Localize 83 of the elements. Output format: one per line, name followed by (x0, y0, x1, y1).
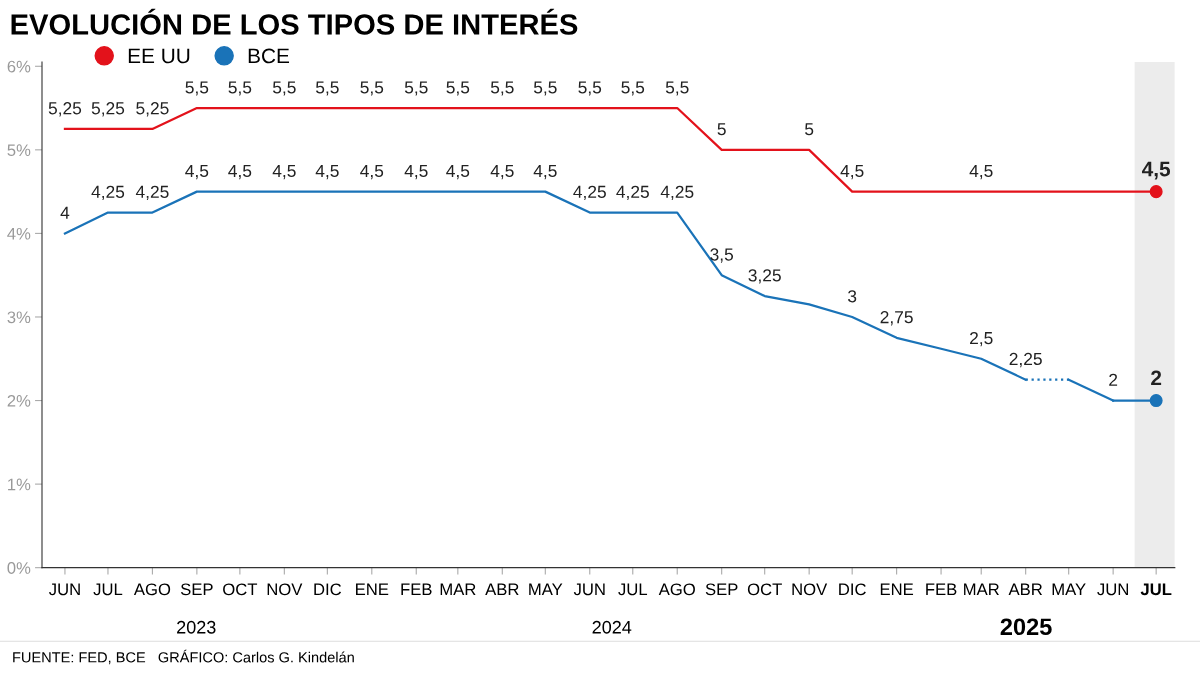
data-label: 5,25 (136, 102, 169, 117)
x-tick-label: FEB (926, 583, 957, 596)
x-tick-label: NOV (267, 583, 303, 596)
y-tick-label: 4% (7, 227, 31, 240)
data-label: 4,5 (185, 164, 209, 180)
text: 2024 (592, 620, 632, 634)
data-label: 3,25 (748, 269, 781, 284)
x-tick-label: MAR (964, 583, 999, 596)
x-tick-label: SEP (180, 583, 213, 596)
y-tick-label: 3% (7, 311, 31, 324)
data-label: 2 (1109, 373, 1118, 386)
data-label: 5,5 (185, 81, 209, 96)
data-label: 4,25 (91, 185, 125, 201)
data-label: 2,5 (970, 331, 993, 347)
x-tick-label: ENE (880, 583, 914, 596)
x-tick-label: AGO (133, 583, 171, 596)
data-label: 3 (848, 290, 857, 303)
data-label: 3,5 (710, 248, 734, 263)
x-tick-label: DIC (839, 583, 866, 596)
data-label: 4,5 (533, 164, 557, 180)
data-label: 4,25 (573, 185, 606, 201)
y-tick-label: 2% (7, 394, 31, 407)
legend-label: EE UU (128, 48, 190, 64)
x-tick-label: MAR (440, 583, 476, 596)
x-tick-label: MAY (1052, 583, 1086, 596)
data-label: 5,5 (665, 81, 689, 96)
data-label: 4,5 (969, 164, 993, 180)
data-label: 5 (717, 123, 726, 136)
data-label: 5,5 (228, 81, 252, 96)
data-label: 5,5 (578, 81, 602, 96)
data-label: 5,5 (404, 81, 428, 96)
x-tick-label: JUL (1140, 583, 1172, 596)
data-label: 5 (805, 123, 814, 136)
x-tick-label: JUL (93, 583, 123, 596)
source-note: FUENTE: FED, BCE GRÁFICO: Carlos G. Kindelán (13, 649, 354, 665)
x-tick-label: JUN (573, 583, 605, 596)
x-tick-label: SEP (705, 583, 738, 596)
x-tick-label: OCT (747, 583, 782, 596)
data-label: 4,5 (446, 164, 470, 180)
data-label: 4,25 (616, 185, 649, 201)
y-tick-label: 6% (7, 60, 31, 73)
data-label: 4,5 (272, 164, 296, 180)
x-tick-label: ABR (1008, 583, 1043, 596)
data-label: 5,5 (621, 81, 645, 96)
data-label: 2 (1151, 370, 1162, 386)
data-label: 4,25 (660, 185, 694, 201)
text: 2025 (1000, 618, 1052, 636)
data-label: 5,5 (533, 81, 557, 96)
data-label: 4,5 (360, 164, 384, 180)
data-label: 2,75 (880, 311, 913, 326)
x-tick-label: JUL (618, 583, 648, 596)
data-label: 4,5 (404, 164, 428, 180)
data-label: 5,5 (446, 81, 470, 96)
data-label: 5,5 (272, 81, 296, 96)
data-label: 5,25 (48, 102, 82, 117)
x-tick-label: OCT (223, 583, 258, 596)
x-tick-label: NOV (792, 583, 828, 596)
data-label: 5,5 (360, 81, 384, 96)
x-tick-label: MAY (529, 583, 563, 596)
y-tick-label: 1% (8, 478, 31, 491)
data-label: 5,25 (91, 102, 125, 117)
data-label: 4,5 (490, 164, 514, 180)
text: 2023 (177, 620, 216, 634)
data-label: 2,25 (1009, 352, 1042, 368)
x-tick-label: DIC (314, 583, 342, 596)
x-tick-label: ABR (485, 583, 519, 596)
data-label: 4,5 (1142, 161, 1171, 180)
legend-label: BCE (248, 48, 290, 64)
data-label: 5,5 (315, 81, 339, 96)
data-label: 4 (60, 206, 70, 219)
x-tick-label: JUN (49, 583, 80, 596)
x-tick-label: AGO (658, 583, 695, 596)
data-label: 4,5 (228, 164, 252, 180)
x-tick-label: FEB (401, 583, 432, 596)
y-tick-label: 5% (7, 144, 31, 157)
data-label: 5,5 (490, 81, 514, 96)
data-label: 4,25 (135, 185, 169, 201)
data-label: 4,5 (315, 164, 339, 180)
chart-title: EVOLUCIÓN DE LOS TIPOS DE INTERÉS (11, 8, 578, 35)
x-tick-label: ENE (356, 583, 389, 596)
y-tick-label: 0% (7, 562, 31, 574)
data-label: 4,5 (840, 164, 864, 180)
x-tick-label: JUN (1097, 583, 1128, 596)
